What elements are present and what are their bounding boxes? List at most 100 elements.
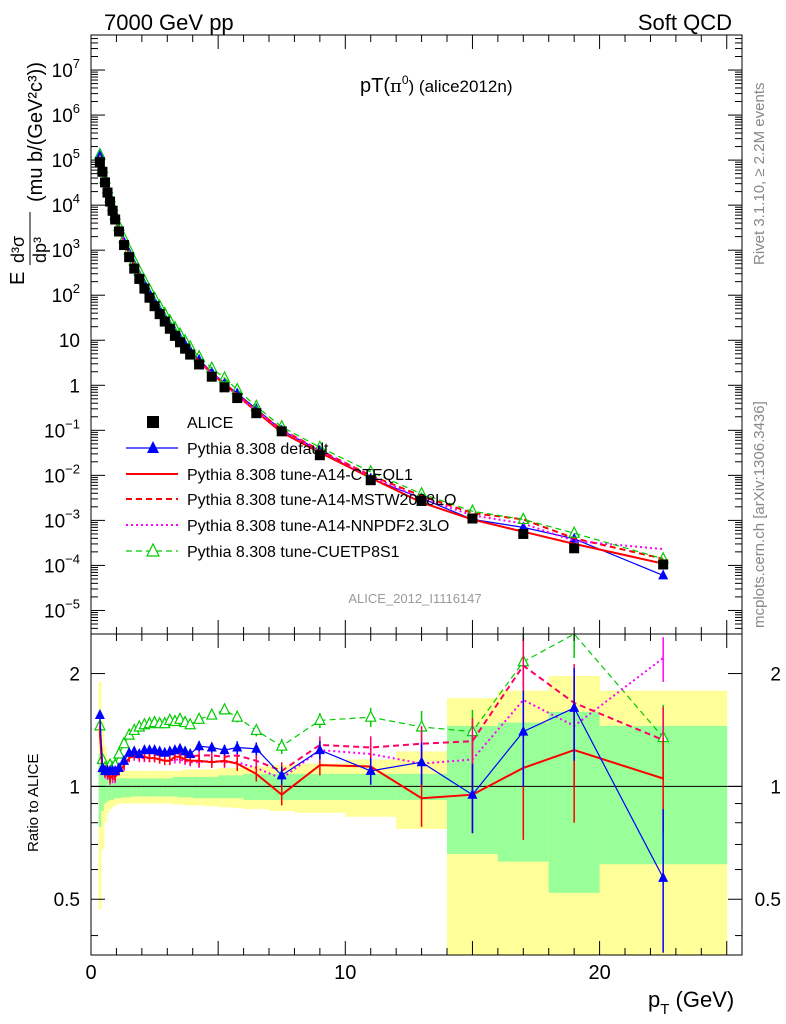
plot-title: pT(π0) (alice2012n): [360, 73, 512, 97]
ratio-cuetp8s1-marker: [275, 738, 288, 751]
cuetp8s1-marker: [568, 525, 581, 538]
ratio-plot-panel: 0.5 0.5 1 1 2 2 0 10 20 Ratio to ALICE pT (GeV): [25, 633, 781, 1018]
legend-label: Pythia 8.308 tune-CUETP8S1: [187, 544, 400, 561]
alice-data-point: [467, 513, 478, 524]
cuetp8s1-marker: [517, 512, 530, 525]
series-pythia-8-308-default: [94, 147, 669, 580]
main-y-tick-label: 10−3: [44, 506, 80, 532]
alice-data-point: [185, 349, 196, 360]
legend-label: Pythia 8.308 tune-A14-CTEQL1: [187, 467, 413, 484]
alice-data-point: [99, 177, 110, 188]
ratio-default-marker: [467, 788, 478, 799]
stat-uncertainty-band: [162, 778, 168, 797]
ratio-default-marker: [119, 754, 130, 765]
series-line-pythia-8-308-default: [99, 153, 664, 576]
main-y-ticks: 10−5 10−4 10−3 10−2 10−1 1 10 102 103 104 105 106 10…: [44, 34, 742, 635]
legend-label: Pythia 8.308 tune-A14-MSTW2008LO: [187, 492, 456, 509]
ratio-series-pythia-8-308-default: [94, 667, 669, 953]
legend-entry-pythia-8-308-tune-cuetp8s1: Pythia 8.308 tune-CUETP8S1: [126, 542, 400, 561]
ratio-default-marker: [569, 701, 580, 712]
default-marker: [658, 569, 669, 580]
main-y-tick-label: 107: [52, 56, 80, 82]
main-y-tick-label: 10−4: [44, 551, 80, 577]
alice-data-point: [276, 426, 287, 437]
side-text-top: Rivet 3.1.10, ≥ 2.2M events: [751, 83, 768, 266]
alice-data-point: [139, 283, 150, 294]
ratio-default-marker: [206, 741, 217, 752]
ratio-cuetp8s1-marker: [313, 713, 326, 725]
alice-data-point: [97, 166, 108, 177]
alice-data-point: [251, 408, 262, 419]
alice-data-point: [144, 292, 155, 303]
ratio-line-pythia-8-308-tune-a14-nnpdf2-3lo: [98, 657, 664, 782]
legend-entry-pythia-8-308-tune-a14-nnpdf2-3lo: Pythia 8.308 tune-A14-NNPDF2.3LO: [126, 518, 449, 535]
header-right: Soft QCD: [638, 10, 732, 35]
main-y-axis-label: E d³σ dp³ (mu b/(GeV²c³)): [7, 62, 50, 285]
ratio-cuetp8s1-marker: [193, 711, 206, 724]
ratio-y-tick-label-right: 2: [770, 665, 781, 686]
stat-uncertainty-band: [113, 778, 117, 799]
ylabel-numerator: d³σ: [8, 236, 28, 263]
ratio-cuetp8s1-marker: [113, 746, 125, 759]
stat-uncertainty-band: [126, 778, 133, 798]
alice-data-point: [134, 273, 145, 284]
alice-data-point: [110, 214, 121, 225]
ratio-cuetp8s1-marker: [184, 717, 197, 730]
alice-data-point: [149, 301, 160, 312]
stat-uncertainty-band: [192, 776, 206, 799]
ratio-x-ticks: 0 10 20: [85, 634, 728, 984]
x-tick-label: 0: [85, 962, 96, 984]
legend-label: ALICE: [187, 415, 233, 432]
alice-data-point: [194, 359, 205, 370]
alice-data-point: [164, 323, 175, 334]
main-x-ticks: [90, 35, 728, 634]
ratio-plot-frame: [90, 633, 743, 956]
stat-uncertainty-band: [146, 778, 153, 797]
main-y-tick-label: 104: [52, 191, 80, 217]
stat-uncertainty-band: [157, 778, 163, 797]
x-tick-label: 20: [588, 962, 610, 984]
ratio-cuetp8s1-marker: [118, 736, 131, 749]
stat-uncertainty-band: [121, 778, 128, 798]
alice-data-point: [175, 337, 186, 348]
alice-data-point: [658, 559, 669, 570]
ratio-default-marker: [94, 709, 105, 720]
stat-uncertainty-band: [187, 776, 194, 798]
header-left: 7000 GeV pp: [104, 10, 234, 35]
stat-uncertainty-band: [152, 778, 158, 797]
ratio-default-marker: [518, 725, 529, 736]
main-y-tick-label: 105: [52, 146, 80, 172]
stat-uncertainty-band: [182, 776, 189, 798]
side-text-bottom: mcplots.cern.ch [arXiv:1306.3436]: [751, 401, 768, 628]
ratio-default-marker: [365, 764, 376, 775]
stat-uncertainty-band: [116, 778, 123, 799]
ratio-default-marker: [113, 761, 124, 772]
alice-data-point: [124, 252, 135, 263]
alice-data-point: [105, 196, 116, 207]
ratio-y-ticks: 0.5 0.5 1 1 2 2: [54, 665, 781, 937]
main-y-tick-label: 10−2: [44, 461, 80, 487]
x-axis-label: pT (GeV): [648, 987, 734, 1018]
ratio-default-marker: [185, 748, 196, 759]
legend-entry-pythia-8-308-default: Pythia 8.308 default: [126, 441, 329, 458]
default-marker: [518, 521, 529, 532]
main-y-tick-label: 103: [52, 236, 80, 262]
ratio-y-tick-label-left: 0.5: [54, 890, 80, 911]
ylabel-e: E: [7, 272, 29, 285]
alice-data-point: [232, 393, 243, 404]
ratio-default-marker: [129, 745, 140, 756]
stat-uncertainty-band: [98, 754, 102, 827]
ratio-y-tick-label-right: 0.5: [755, 890, 781, 911]
ratio-default-marker: [219, 744, 230, 755]
stat-uncertainty-band: [108, 776, 112, 800]
alice-data-point: [365, 475, 376, 486]
ratio-series-layer: [93, 633, 670, 953]
stat-uncertainty-band: [111, 778, 115, 800]
alice-data-point: [518, 528, 529, 539]
legend-marker: [147, 441, 159, 453]
main-y-tick-label: 1: [69, 376, 80, 397]
legend-marker: [146, 542, 160, 557]
ratio-cuetp8s1-marker: [250, 723, 263, 736]
alice-data-point: [129, 263, 140, 274]
